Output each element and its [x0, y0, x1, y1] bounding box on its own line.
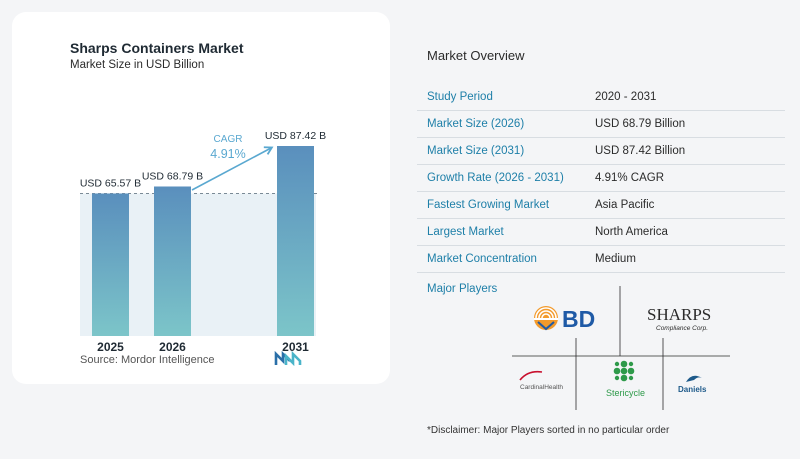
overview-label: Market Size (2031): [427, 145, 525, 157]
cagr-arrow: [191, 146, 274, 191]
disclaimer-text: *Disclaimer: Major Players sorted in no …: [427, 425, 670, 436]
x-tick-2026: 2026: [159, 340, 186, 354]
daniels-logo: Daniels: [678, 375, 707, 394]
data-label-2026: USD 68.79 B: [142, 170, 203, 182]
overview-title: Market Overview: [427, 48, 525, 63]
overview-value: Medium: [595, 253, 636, 265]
mordor-logo-icon: [274, 351, 302, 367]
overview-value: 4.91% CAGR: [595, 172, 665, 184]
overview-value: USD 87.42 Billion: [595, 145, 686, 157]
bd-logo: BD: [534, 306, 595, 332]
source-text: Source: Mordor Intelligence: [80, 354, 215, 366]
overview-row: Largest Market North America: [417, 219, 785, 246]
players-grid: [512, 286, 730, 410]
bar-2026: [154, 186, 191, 336]
overview-value: USD 68.79 Billion: [595, 118, 686, 130]
cardinal-health-logo: CardinalHealth: [519, 370, 563, 391]
overview-label: Largest Market: [427, 226, 504, 238]
cardinal-health-text: CardinalHealth: [520, 384, 563, 391]
data-label-2031: USD 87.42 B: [265, 130, 326, 142]
stericycle-cross-icon: [613, 360, 635, 382]
x-tick-2031: 2031: [282, 340, 309, 354]
daniels-wave-icon: [686, 375, 702, 382]
overview-label: Market Size (2026): [427, 118, 525, 130]
cagr-label: CAGR: [214, 134, 243, 145]
overview-value: 2020 - 2031: [595, 91, 657, 103]
overview-label: Fastest Growing Market: [427, 199, 550, 211]
sharps-logo: SHARPS Compliance Corp.: [647, 305, 711, 332]
overview-value: Asia Pacific: [595, 199, 655, 211]
overview-label: Study Period: [427, 91, 493, 103]
overview-row: Study Period 2020 - 2031: [417, 84, 785, 111]
bd-logo-text: BD: [562, 306, 595, 332]
overview-label: Growth Rate (2026 - 2031): [427, 172, 564, 184]
bd-sunburst-icon: [534, 306, 558, 331]
chart-title: Sharps Containers Market: [70, 40, 244, 56]
overview-row: Market Concentration Medium: [417, 246, 785, 273]
x-tick-2025: 2025: [97, 340, 124, 354]
stericycle-text: Stericycle: [606, 388, 645, 398]
chart-subtitle: Market Size in USD Billion: [70, 59, 205, 71]
overview-label: Market Concentration: [427, 253, 537, 265]
overview-table: Study Period 2020 - 2031 Market Size (20…: [417, 84, 785, 273]
daniels-text: Daniels: [678, 385, 707, 394]
bar-2025: [92, 193, 129, 336]
cagr-value: 4.91%: [210, 147, 245, 161]
stericycle-logo: Stericycle: [606, 360, 645, 398]
sharps-logo-text: SHARPS: [647, 305, 711, 324]
data-label-2025: USD 65.57 B: [80, 177, 141, 189]
sharps-logo-subtext: Compliance Corp.: [656, 325, 708, 332]
bar-chart: USD 65.57 B 2025 USD 68.79 B 2026 USD 87.42 …: [80, 130, 326, 354]
overview-row: Market Size (2026) USD 68.79 Billion: [417, 111, 785, 138]
overview-row: Growth Rate (2026 - 2031) 4.91% CAGR: [417, 165, 785, 192]
overview-value: North America: [595, 226, 668, 238]
overview-row: Market Size (2031) USD 87.42 Billion: [417, 138, 785, 165]
bar-2031: [277, 146, 314, 336]
cardinal-swoosh-icon: [519, 370, 543, 381]
major-players-title: Major Players: [427, 283, 498, 295]
overview-row: Fastest Growing Market Asia Pacific: [417, 192, 785, 219]
